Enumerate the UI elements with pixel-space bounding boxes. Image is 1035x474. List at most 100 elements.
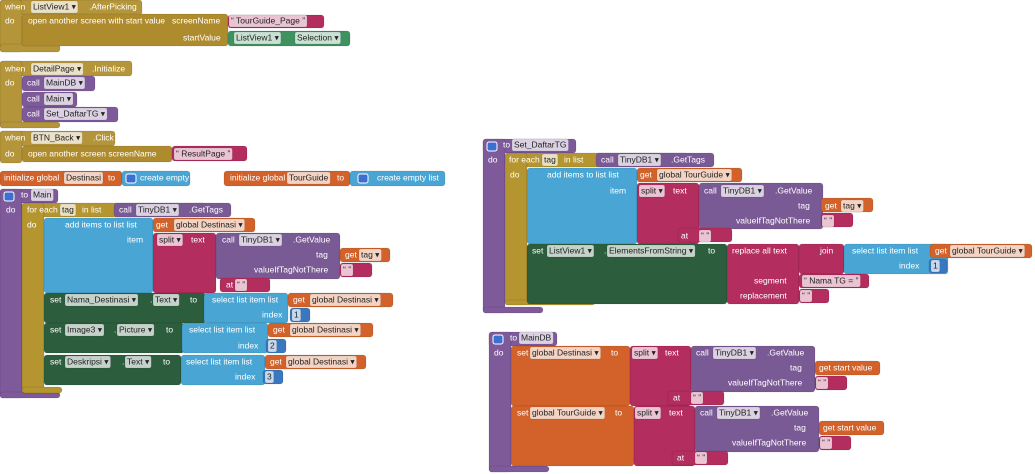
- field-text[interactable]: Set_DaftarTG ▾: [46, 108, 106, 118]
- block-label: create empty list: [140, 172, 203, 182]
- block[interactable]: [0, 121, 61, 129]
- field-text[interactable]: ListView1 ▾: [236, 32, 280, 42]
- field-text[interactable]: Main: [33, 189, 52, 199]
- block-label: to: [21, 189, 28, 199]
- field-text[interactable]: split ▾: [634, 347, 656, 357]
- field-text[interactable]: tag: [544, 154, 556, 164]
- field-text[interactable]: Destinasi: [66, 172, 101, 182]
- field-text[interactable]: tag: [62, 204, 74, 214]
- field-text[interactable]: TinyDB1 ▾: [138, 204, 178, 214]
- field-text[interactable]: “ ”: [701, 230, 709, 240]
- field: [294, 31, 341, 45]
- block[interactable]: [43, 217, 154, 294]
- field-text[interactable]: TourGuide: [289, 172, 328, 182]
- field-text[interactable]: global TourGuide ▾: [952, 245, 1023, 255]
- field-text[interactable]: Set_DaftarTG: [514, 139, 566, 149]
- block-label: get: [273, 324, 285, 334]
- field-text[interactable]: “ ”: [824, 215, 832, 225]
- gear-icon: [125, 173, 137, 184]
- block-label: .Click: [93, 132, 115, 142]
- field-text[interactable]: split ▾: [637, 407, 659, 417]
- field-text[interactable]: global Destinasi ▾: [288, 356, 355, 366]
- field-text[interactable]: TinyDB1 ▾: [723, 185, 763, 195]
- field-text[interactable]: tag ▾: [361, 249, 380, 259]
- field-text[interactable]: Nama_Destinasi ▾: [67, 294, 137, 304]
- field-text[interactable]: TinyDB1 ▾: [715, 347, 755, 357]
- field-text[interactable]: global Destinasi ▾: [292, 324, 359, 334]
- field: [801, 274, 861, 288]
- field-text[interactable]: “ ”: [822, 437, 830, 447]
- field-text[interactable]: “ ”: [693, 392, 701, 402]
- field-text[interactable]: Main ▾: [46, 93, 72, 103]
- field-text[interactable]: Picture ▾: [119, 324, 153, 334]
- field-text[interactable]: Deskripsi ▾: [67, 356, 109, 366]
- field-text[interactable]: “ ResultPage ”: [176, 148, 230, 158]
- field-text[interactable]: global Destinasi ▾: [312, 294, 379, 304]
- block[interactable]: [0, 188, 23, 399]
- block[interactable]: [121, 170, 191, 187]
- field-text[interactable]: TinyDB1 ▾: [719, 407, 759, 417]
- field-text[interactable]: Text ▾: [155, 294, 178, 304]
- field-text[interactable]: DetailPage ▾: [33, 63, 82, 73]
- field: [233, 31, 282, 45]
- field-text[interactable]: split ▾: [159, 234, 181, 244]
- field-text[interactable]: tag ▾: [843, 200, 862, 210]
- field-text[interactable]: split ▾: [641, 185, 663, 195]
- field-text[interactable]: “ ”: [237, 279, 245, 289]
- field-text[interactable]: BTN_Back ▾: [33, 132, 81, 142]
- field-text[interactable]: global Destinasi ▾: [532, 347, 599, 357]
- field-text[interactable]: “ ”: [818, 377, 826, 387]
- block-label: tag: [798, 200, 810, 210]
- field: [617, 153, 662, 167]
- block-label: initialize global: [4, 172, 59, 182]
- block[interactable]: [0, 130, 23, 164]
- field-text[interactable]: 3: [267, 371, 272, 381]
- block-label: to: [163, 356, 170, 366]
- field-text[interactable]: Selection ▾: [297, 32, 339, 42]
- field-text[interactable]: TinyDB1 ▾: [620, 154, 660, 164]
- block[interactable]: [818, 420, 885, 436]
- field-text[interactable]: “ TourGuide_Page ”: [231, 15, 305, 25]
- block[interactable]: [21, 386, 63, 394]
- block-label: call: [696, 347, 709, 357]
- block[interactable]: [21, 13, 229, 47]
- block[interactable]: [482, 138, 506, 314]
- field-text[interactable]: 1: [933, 260, 938, 270]
- field-text[interactable]: “ ”: [697, 452, 705, 462]
- field: [63, 171, 104, 185]
- block-label: text: [669, 407, 683, 417]
- field-text[interactable]: Text ▾: [127, 356, 150, 366]
- field-text[interactable]: “ ”: [802, 290, 810, 300]
- field: [819, 436, 833, 450]
- field: [930, 259, 940, 273]
- field-text[interactable]: global Destinasi ▾: [176, 219, 243, 229]
- block[interactable]: [180, 354, 266, 386]
- block[interactable]: [349, 170, 446, 187]
- field: [30, 131, 83, 145]
- field-text[interactable]: “ ”: [343, 264, 351, 274]
- field-text[interactable]: 2: [270, 340, 275, 350]
- field-text[interactable]: ElementsFromString ▾: [609, 245, 694, 255]
- block[interactable]: [488, 465, 550, 473]
- field-text[interactable]: ListView1 ▾: [33, 1, 77, 11]
- field-text[interactable]: TinyDB1 ▾: [241, 234, 281, 244]
- block[interactable]: [843, 243, 949, 275]
- block[interactable]: [482, 306, 544, 314]
- block[interactable]: [21, 202, 45, 394]
- block[interactable]: [726, 243, 800, 305]
- field: [291, 308, 301, 322]
- field-text[interactable]: ListView1 ▾: [549, 245, 593, 255]
- block[interactable]: [526, 167, 638, 245]
- block[interactable]: [43, 354, 182, 386]
- field-text[interactable]: MainDB: [521, 332, 552, 342]
- block[interactable]: [181, 322, 269, 354]
- field-text[interactable]: MainDB ▾: [46, 77, 84, 87]
- field-text[interactable]: global TourGuide ▾: [532, 407, 603, 417]
- block[interactable]: [814, 360, 881, 376]
- field-text[interactable]: 1: [294, 309, 299, 319]
- field-text[interactable]: Image3 ▾: [67, 324, 103, 334]
- field: [116, 323, 155, 337]
- field-text[interactable]: global TourGuide ▾: [659, 169, 730, 179]
- field-text[interactable]: “ Nama TG = ”: [804, 275, 859, 285]
